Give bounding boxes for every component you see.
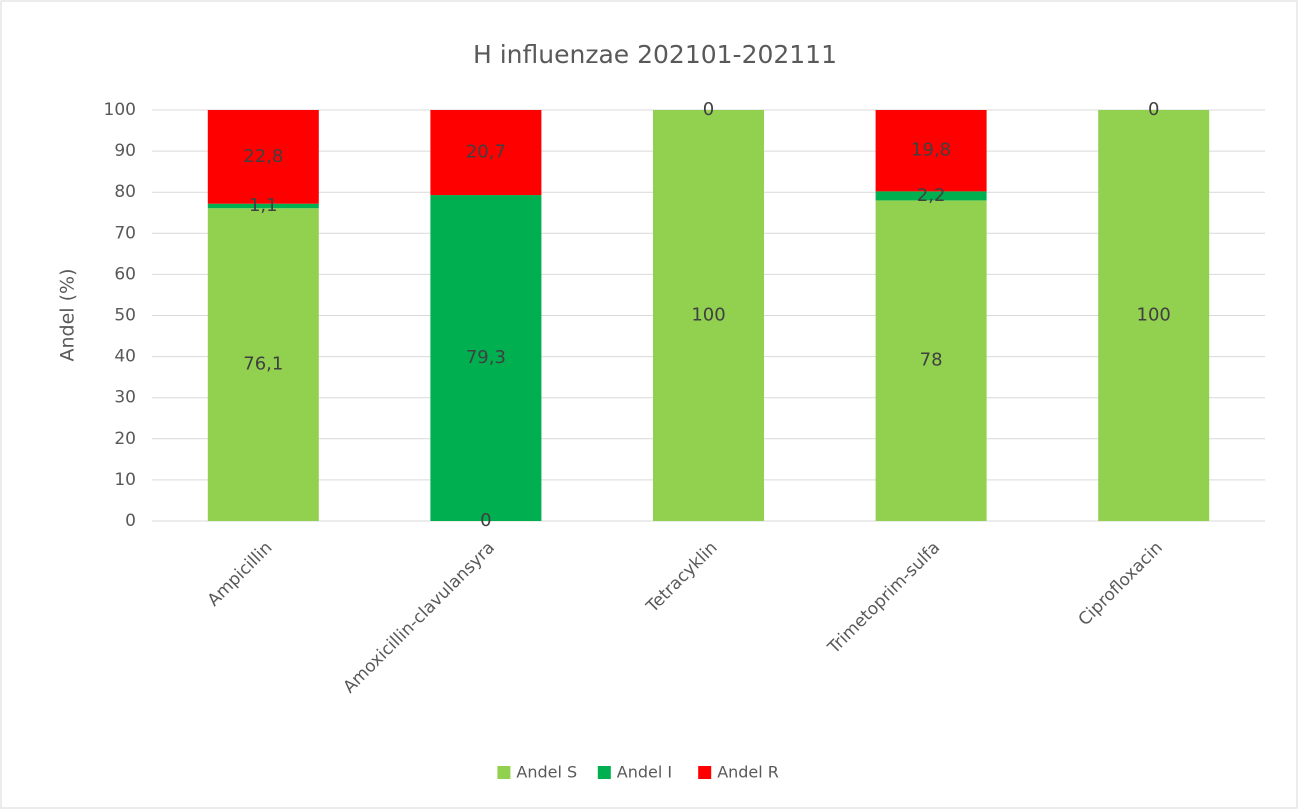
chart-title: H influenzae 202101-202111 — [473, 40, 837, 69]
y-axis-title: Andel (%) — [57, 269, 79, 362]
bar-segment — [430, 110, 542, 196]
data-label: 19,8 — [911, 140, 951, 161]
y-tick-label: 10 — [114, 470, 136, 490]
y-tick-label: 70 — [114, 223, 136, 243]
data-label: 2,2 — [917, 185, 946, 206]
y-tick-label: 0 — [125, 511, 136, 531]
data-label: 0 — [703, 99, 714, 120]
bar-segment — [207, 110, 319, 204]
y-tick-label: 40 — [114, 347, 136, 367]
bar-segment — [875, 200, 987, 522]
y-tick-label: 60 — [114, 264, 136, 284]
data-label: 0 — [480, 510, 491, 531]
bar-segment — [875, 110, 987, 192]
bar-segment — [875, 191, 987, 201]
legend-swatch — [497, 766, 511, 779]
bar-segment — [653, 110, 764, 521]
bar-segment — [207, 208, 319, 521]
data-label: 22,8 — [243, 146, 283, 167]
legend-label: Andel I — [617, 763, 672, 782]
y-tick-label: 20 — [114, 429, 136, 449]
y-tick-label: 90 — [114, 141, 136, 161]
y-tick-label: 50 — [114, 306, 136, 326]
legend-swatch — [698, 766, 712, 779]
legend-swatch — [597, 766, 611, 779]
y-tick-label: 80 — [114, 182, 136, 202]
data-label: 79,3 — [466, 347, 506, 368]
bar-segment — [207, 203, 319, 209]
y-tick-label: 30 — [114, 388, 136, 408]
bar-segment — [430, 195, 542, 521]
data-label: 0 — [1148, 99, 1159, 120]
data-label: 100 — [1137, 305, 1171, 326]
data-label: 100 — [691, 305, 725, 326]
data-label: 78 — [920, 350, 943, 371]
legend-label: Andel S — [516, 763, 577, 782]
y-tick-label: 100 — [104, 100, 136, 120]
bar-segment — [1098, 110, 1210, 521]
data-label: 76,1 — [243, 354, 283, 375]
data-label: 1,1 — [249, 195, 278, 216]
legend-label: Andel R — [717, 763, 779, 782]
data-label: 20,7 — [466, 142, 506, 163]
